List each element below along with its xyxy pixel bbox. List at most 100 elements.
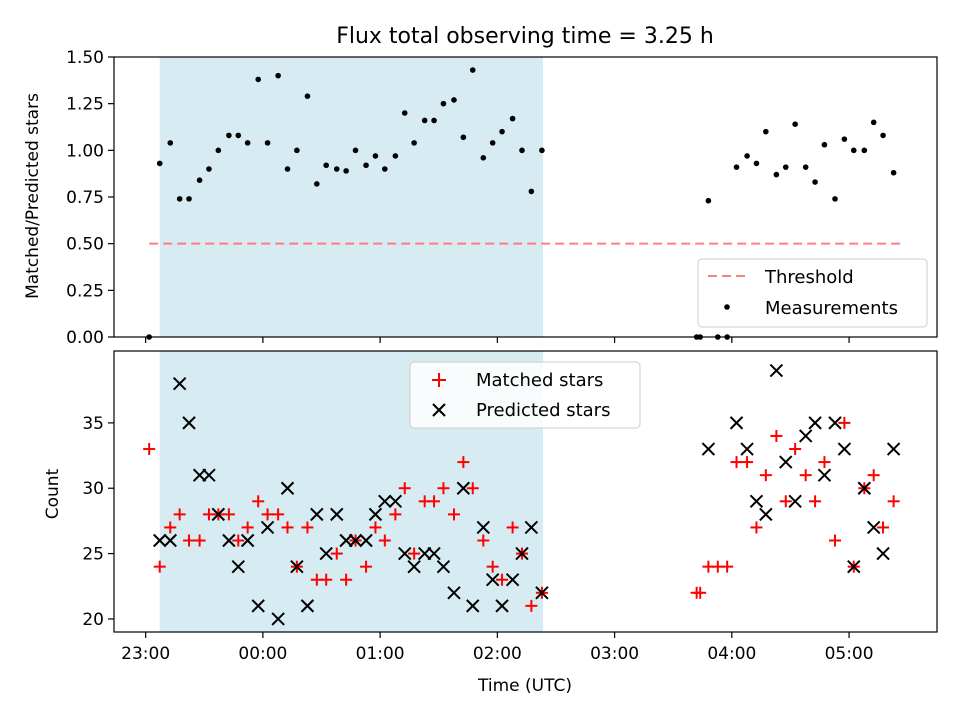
- measurement-point: [352, 147, 359, 154]
- matched-star-point: [389, 508, 402, 521]
- x-tick-label: 03:00: [590, 644, 639, 664]
- measurement-point: [206, 166, 212, 172]
- measurement-point: [782, 164, 789, 170]
- measurement-point: [802, 164, 809, 170]
- predicted-star-point: [886, 442, 901, 456]
- predicted-star-point: [240, 533, 255, 548]
- matched-star-point: [457, 456, 470, 469]
- bottom-y-tick-label: 30: [82, 479, 104, 499]
- x-tick-label: 01:00: [356, 644, 405, 664]
- predicted-star-point: [280, 481, 295, 495]
- predicted-star-point: [837, 442, 852, 456]
- matched-star-point: [750, 521, 763, 534]
- bottom-y-axis-label: Count: [43, 468, 63, 519]
- matched-star-point: [232, 534, 245, 547]
- top-shaded-span: [159, 57, 544, 337]
- predicted-star-point: [348, 533, 363, 548]
- matched-star-point: [301, 521, 314, 534]
- measurement-point: [401, 110, 408, 116]
- predicted-star-point: [847, 559, 861, 574]
- count-points: [143, 363, 901, 626]
- matched-star-point: [281, 521, 294, 534]
- predicted-star-point: [260, 520, 275, 535]
- predicted-star-point: [153, 533, 167, 548]
- measurement-point: [363, 162, 369, 169]
- matched-star-point: [193, 534, 206, 547]
- matched-star-point: [222, 508, 235, 521]
- predicted-star-point: [182, 416, 196, 430]
- predicted-star-point: [359, 533, 373, 548]
- measurement-point: [421, 117, 428, 124]
- predicted-star-point: [476, 520, 491, 535]
- predicted-star-point: [740, 442, 754, 456]
- predicted-star-point: [172, 376, 187, 391]
- measurement-point: [792, 121, 798, 127]
- measurement-point: [411, 140, 417, 146]
- predicted-star-point: [798, 429, 813, 443]
- predicted-star-point: [211, 507, 226, 522]
- matched-star-point: [496, 573, 509, 586]
- measurement-point: [275, 72, 281, 79]
- matched-star-point: [360, 560, 373, 573]
- matched-star-point: [398, 482, 411, 495]
- matched-star-point: [789, 443, 802, 456]
- legend-matched-swatch: [432, 373, 446, 387]
- top-y-ticks: 0.00 0.25 0.50 0.75 1.00 1.25 1.50: [66, 48, 114, 348]
- matched-star-point: [721, 560, 734, 573]
- measurement-point: [294, 147, 300, 154]
- bottom-x-ticks: 23:00 00:00 01:00 02:00 03:00 04:00 05:00: [121, 632, 874, 664]
- matched-star-point: [153, 560, 166, 573]
- matched-star-point: [378, 534, 391, 547]
- matched-star-point: [466, 482, 479, 495]
- measurement-point: [880, 132, 886, 139]
- matched-star-point: [525, 599, 538, 612]
- matched-star-point: [799, 469, 812, 482]
- measurement-point: [226, 132, 232, 139]
- measurement-point: [431, 117, 437, 124]
- predicted-star-point: [828, 416, 842, 430]
- predicted-star-point: [251, 599, 265, 613]
- predicted-star-point: [876, 546, 890, 561]
- measurement-point: [509, 115, 516, 122]
- predicted-star-point: [447, 586, 461, 600]
- predicted-star-point: [310, 507, 324, 522]
- top-x-ticks: [145, 337, 850, 343]
- top-y-tick-label: 1.50: [66, 48, 104, 68]
- bottom-y-tick-label: 25: [82, 545, 104, 565]
- matched-star-point: [838, 416, 851, 429]
- bottom-axes-frame: [113, 350, 938, 633]
- measurement-point: [744, 153, 750, 159]
- matched-star-point: [730, 456, 743, 469]
- measurement-point: [156, 160, 163, 167]
- measurement-point: [284, 166, 291, 172]
- matched-star-point: [340, 573, 353, 586]
- measurement-point: [870, 119, 877, 126]
- predicted-star-point: [524, 520, 539, 535]
- predicted-star-point: [300, 599, 315, 613]
- predicted-star-point: [788, 494, 802, 509]
- matched-star-point: [887, 495, 900, 508]
- top-y-axis-label: Matched/Predicted stars: [23, 93, 43, 299]
- top-y-tick-label: 1.00: [66, 141, 104, 161]
- matched-star-point: [330, 547, 343, 560]
- top-panel: Flux total observing time = 3.25 h Match…: [23, 24, 938, 348]
- predicted-star-point: [398, 546, 412, 561]
- measurement-point: [244, 140, 251, 146]
- matched-star-point: [770, 429, 783, 442]
- matched-star-point: [241, 521, 254, 534]
- matched-star-point: [272, 508, 285, 521]
- predicted-star-point: [407, 559, 421, 574]
- matched-star-point: [818, 456, 831, 469]
- predicted-star-point: [485, 573, 500, 587]
- matched-star-point: [759, 469, 772, 482]
- predicted-star-point: [729, 416, 744, 430]
- measurement-point: [821, 141, 828, 148]
- legend-measurements-swatch: [724, 304, 730, 310]
- measurement-point: [763, 128, 769, 135]
- predicted-star-point: [388, 494, 403, 509]
- bottom-legend-box: [409, 361, 641, 429]
- measurement-point: [264, 140, 271, 146]
- top-y-tick-label: 0.25: [66, 281, 104, 301]
- measurement-point: [392, 153, 399, 159]
- matched-star-point: [779, 495, 792, 508]
